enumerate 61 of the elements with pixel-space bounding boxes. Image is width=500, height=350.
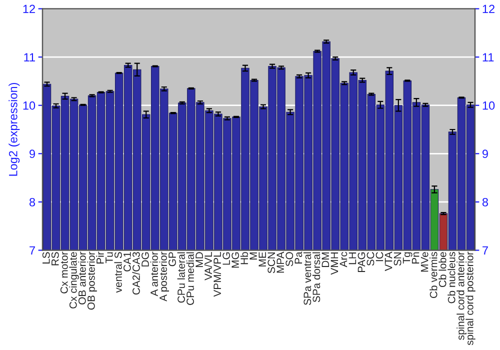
y2-tick-label: 12 <box>482 4 494 14</box>
x-tick-label: LG <box>222 252 230 265</box>
x-tick-label: MG <box>232 252 240 268</box>
x-tick-label: Tu <box>106 252 113 264</box>
x-tick-label: DM <box>322 252 330 267</box>
y-tick-label: 8 <box>30 198 36 206</box>
y-tick-label: 12 <box>23 4 35 14</box>
x-tick-label: CPu lateral <box>177 252 185 303</box>
x-tick-label: Cx cingulate <box>69 252 79 308</box>
x-tick-label: ME <box>258 252 266 266</box>
x-tick-label: Arc <box>340 252 348 268</box>
x-tick-label: VPM/VPL <box>213 252 221 297</box>
x-tick-label: MVe <box>420 252 428 272</box>
x-tick-label: Pn <box>412 252 420 264</box>
x-tick-label: LS <box>42 252 50 264</box>
x-tick-label: Pir <box>96 252 104 264</box>
x-tick-label: VMH <box>330 252 338 275</box>
y2-tick-label: 10 <box>482 101 495 110</box>
x-tick-label: SCN <box>268 252 276 274</box>
x-tick-label: VA/VL <box>204 252 212 280</box>
x-tick-label: CPu medial <box>186 252 194 305</box>
y2-tick-label: 8 <box>482 198 488 206</box>
x-tick-label: OB posterior <box>87 252 97 310</box>
y-tick-label: 9 <box>30 150 35 158</box>
x-tick-label: Cx motor <box>60 252 68 294</box>
y2-tick-label: 11 <box>482 53 494 62</box>
x-tick-label: MD <box>196 252 203 267</box>
x-tick-label: Cb vermis <box>430 252 438 298</box>
x-tick-label: LH <box>348 252 356 264</box>
x-tick-label: CA1 <box>124 252 131 272</box>
x-tick-label: A posterior <box>159 252 169 302</box>
x-tick-label: IC <box>376 252 384 262</box>
x-tick-label: Hb <box>240 252 248 264</box>
x-tick-label: Pa <box>294 252 302 264</box>
x-tick-label: OB anterior <box>78 252 86 304</box>
x-tick-label: SO <box>286 252 294 266</box>
x-tick-label: SPa dorsal <box>312 252 320 302</box>
y-tick-label: 11 <box>24 53 35 62</box>
x-tick-label: SPa ventral <box>303 252 312 306</box>
y-tick-label: 10 <box>23 101 36 110</box>
x-tick-label: VTA <box>384 252 392 272</box>
x-tick-label: A anterior <box>150 252 158 296</box>
x-tick-label: RS <box>51 252 59 266</box>
y-axis-title: Log2 (expression) <box>8 82 20 176</box>
x-tick-label: spinal cord anterior <box>456 252 466 340</box>
x-tick-label: SC <box>366 252 374 266</box>
x-tick-label: M <box>250 252 257 260</box>
x-tick-label: SN <box>394 252 402 266</box>
x-tick-label: DG <box>142 252 149 266</box>
x-tick-label: GP <box>168 252 176 266</box>
y-tick-label: 7 <box>30 246 35 255</box>
x-tick-label: ventral S <box>114 252 122 293</box>
y2-tick-label: 9 <box>482 150 488 158</box>
x-tick-label: PAG <box>358 252 366 272</box>
x-tick-label: MPA <box>276 252 284 273</box>
x-tick-label: Tg <box>402 252 412 264</box>
x-tick-label: spinal cord posterior <box>466 252 476 346</box>
y2-tick-label: 7 <box>482 246 488 255</box>
x-tick-label: Cb nucleus <box>448 252 456 304</box>
x-tick-label: Cb lobe <box>438 252 446 288</box>
x-tick-label: CA2/CA3 <box>132 252 140 295</box>
